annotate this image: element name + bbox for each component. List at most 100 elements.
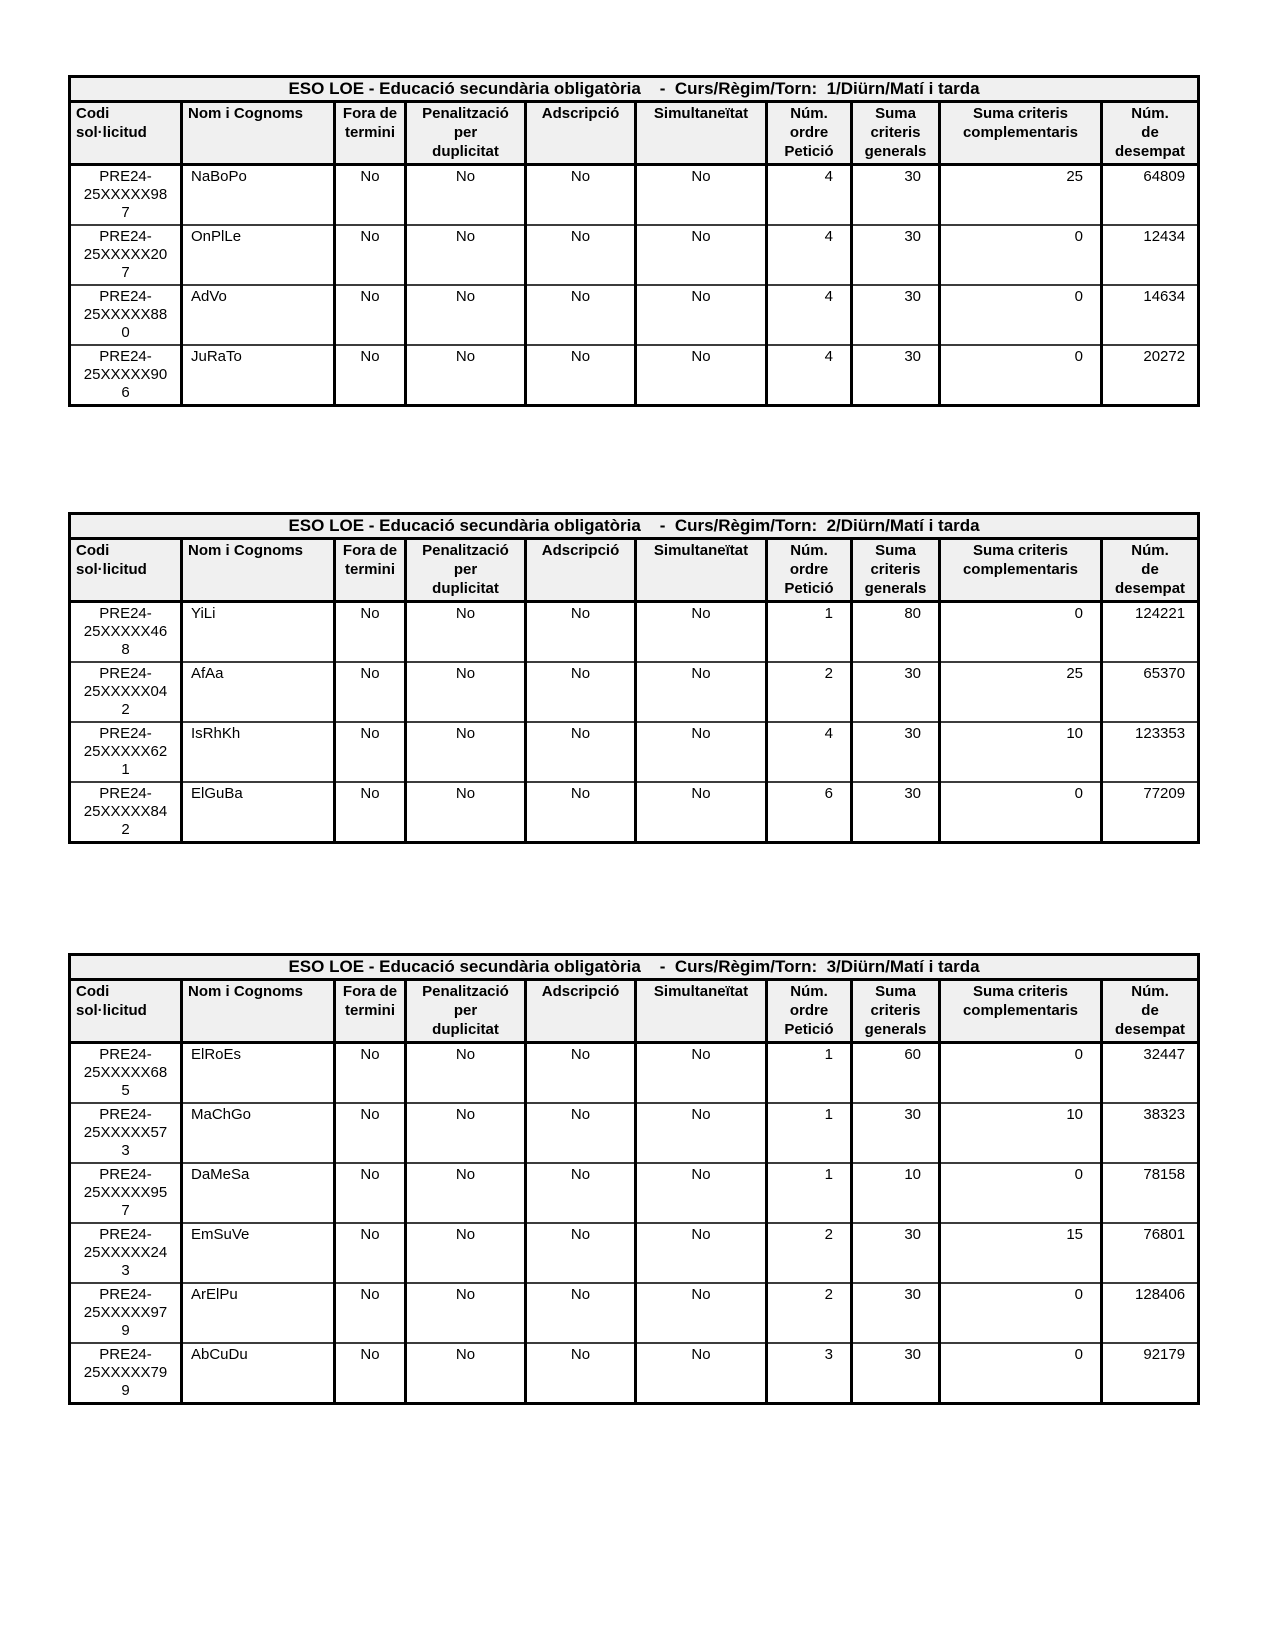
header-num-desempat: Núm. de desempat	[1099, 979, 1199, 1044]
cell-num-desempat: 77209	[1099, 782, 1199, 843]
cell-suma-criteris-complementaris: 0	[938, 285, 1102, 346]
cell-penalitzacio-duplicitat: No	[404, 1163, 526, 1224]
header-codi-sollicitud: Codi sol·licitud	[69, 101, 182, 166]
cell-suma-criteris-complementaris: 0	[938, 225, 1102, 286]
cell-nom-cognoms: AdVo	[180, 285, 335, 346]
header-suma-criteris-complementaris: Suma criteris complementaris	[938, 979, 1102, 1044]
cell-suma-criteris-generals: 30	[850, 1283, 940, 1344]
cell-num-desempat: 20272	[1099, 345, 1199, 406]
cell-adscripcio: No	[524, 1283, 636, 1344]
cell-num-desempat: 38323	[1099, 1103, 1199, 1164]
header-nom-cognoms: Nom i Cognoms	[180, 101, 335, 166]
header-suma-criteris-complementaris: Suma criteris complementaris	[938, 101, 1102, 166]
cell-penalitzacio-duplicitat: No	[404, 722, 526, 783]
cell-suma-criteris-complementaris: 0	[938, 1343, 1102, 1404]
cell-adscripcio: No	[524, 662, 636, 723]
cell-num-ordre-peticio: 6	[765, 782, 852, 843]
table-row: PRE24-25XXXXX685 ElRoEs No No No No 1 60 0 32447	[69, 1042, 1199, 1104]
cell-nom-cognoms: OnPlLe	[180, 225, 335, 286]
cell-penalitzacio-duplicitat: No	[404, 345, 526, 406]
header-fora-termini: Fora de termini	[333, 979, 406, 1044]
cell-penalitzacio-duplicitat: No	[404, 1103, 526, 1164]
cell-adscripcio: No	[524, 601, 636, 663]
cell-num-ordre-peticio: 4	[765, 164, 852, 226]
header-simultaneitat: Simultaneïtat	[634, 979, 767, 1044]
header-suma-criteris-generals: Suma criteris generals	[850, 538, 940, 603]
header-num-ordre-peticio: Núm. ordre Petició	[765, 538, 852, 603]
cell-suma-criteris-generals: 30	[850, 164, 940, 226]
cell-num-desempat: 128406	[1099, 1283, 1199, 1344]
table-row: PRE24-25XXXXX799 AbCuDu No No No No 3 30 0 92179	[69, 1343, 1199, 1404]
cell-num-desempat: 64809	[1099, 164, 1199, 226]
cell-penalitzacio-duplicitat: No	[404, 601, 526, 663]
cell-fora-termini: No	[333, 1103, 406, 1164]
cell-penalitzacio-duplicitat: No	[404, 164, 526, 226]
header-nom-cognoms: Nom i Cognoms	[180, 538, 335, 603]
cell-simultaneitat: No	[634, 1163, 767, 1224]
cell-suma-criteris-complementaris: 0	[938, 782, 1102, 843]
cell-simultaneitat: No	[634, 601, 767, 663]
header-nom-cognoms: Nom i Cognoms	[180, 979, 335, 1044]
cell-suma-criteris-generals: 30	[850, 285, 940, 346]
cell-fora-termini: No	[333, 225, 406, 286]
cell-suma-criteris-generals: 30	[850, 345, 940, 406]
cell-fora-termini: No	[333, 1042, 406, 1104]
cell-fora-termini: No	[333, 1283, 406, 1344]
results-table-1: ESO LOE - Educació secundària obligatòri…	[68, 75, 1201, 407]
header-penalitzacio-duplicitat: Penalització per duplicitat	[404, 979, 526, 1044]
cell-num-ordre-peticio: 4	[765, 285, 852, 346]
cell-simultaneitat: No	[634, 722, 767, 783]
cell-simultaneitat: No	[634, 1283, 767, 1344]
cell-simultaneitat: No	[634, 1343, 767, 1404]
cell-num-ordre-peticio: 1	[765, 1042, 852, 1104]
cell-codi-sollicitud: PRE24-25XXXXX468	[69, 601, 182, 663]
table-row: PRE24-25XXXXX573 MaChGo No No No No 1 30 10 38323	[69, 1103, 1199, 1164]
cell-codi-sollicitud: PRE24-25XXXXX979	[69, 1283, 182, 1344]
header-penalitzacio-duplicitat: Penalització per duplicitat	[404, 101, 526, 166]
header-fora-termini: Fora de termini	[333, 101, 406, 166]
cell-suma-criteris-complementaris: 25	[938, 662, 1102, 723]
cell-nom-cognoms: AfAa	[180, 662, 335, 723]
cell-num-desempat: 32447	[1099, 1042, 1199, 1104]
cell-fora-termini: No	[333, 1223, 406, 1284]
table-row: PRE24-25XXXXX906 JuRaTo No No No No 4 30 0 20272	[69, 345, 1199, 406]
cell-num-desempat: 78158	[1099, 1163, 1199, 1224]
cell-suma-criteris-complementaris: 0	[938, 601, 1102, 663]
cell-simultaneitat: No	[634, 285, 767, 346]
table-row: PRE24-25XXXXX842 ElGuBa No No No No 6 30 0 77209	[69, 782, 1199, 843]
cell-suma-criteris-complementaris: 10	[938, 1103, 1102, 1164]
cell-codi-sollicitud: PRE24-25XXXXX906	[69, 345, 182, 406]
cell-suma-criteris-complementaris: 0	[938, 1042, 1102, 1104]
cell-codi-sollicitud: PRE24-25XXXXX799	[69, 1343, 182, 1404]
cell-fora-termini: No	[333, 285, 406, 346]
cell-simultaneitat: No	[634, 662, 767, 723]
cell-nom-cognoms: MaChGo	[180, 1103, 335, 1164]
cell-nom-cognoms: ElRoEs	[180, 1042, 335, 1104]
table-row: PRE24-25XXXXX987 NaBoPo No No No No 4 30 25 64809	[69, 164, 1199, 226]
cell-suma-criteris-generals: 80	[850, 601, 940, 663]
table-row: PRE24-25XXXXX468 YiLi No No No No 1 80 0 124221	[69, 601, 1199, 663]
cell-num-ordre-peticio: 4	[765, 345, 852, 406]
header-simultaneitat: Simultaneïtat	[634, 538, 767, 603]
cell-num-ordre-peticio: 4	[765, 225, 852, 286]
cell-codi-sollicitud: PRE24-25XXXXX042	[69, 662, 182, 723]
cell-adscripcio: No	[524, 164, 636, 226]
cell-codi-sollicitud: PRE24-25XXXXX621	[69, 722, 182, 783]
cell-num-ordre-peticio: 2	[765, 1283, 852, 1344]
cell-num-desempat: 76801	[1099, 1223, 1199, 1284]
cell-adscripcio: No	[524, 1103, 636, 1164]
header-num-ordre-peticio: Núm. ordre Petició	[765, 979, 852, 1044]
results-table-2: ESO LOE - Educació secundària obligatòri…	[68, 512, 1201, 844]
cell-codi-sollicitud: PRE24-25XXXXX685	[69, 1042, 182, 1104]
cell-suma-criteris-generals: 30	[850, 225, 940, 286]
cell-suma-criteris-complementaris: 10	[938, 722, 1102, 783]
cell-simultaneitat: No	[634, 782, 767, 843]
cell-penalitzacio-duplicitat: No	[404, 1223, 526, 1284]
cell-suma-criteris-complementaris: 25	[938, 164, 1102, 226]
cell-fora-termini: No	[333, 1343, 406, 1404]
header-num-ordre-peticio: Núm. ordre Petició	[765, 101, 852, 166]
cell-adscripcio: No	[524, 345, 636, 406]
cell-codi-sollicitud: PRE24-25XXXXX573	[69, 1103, 182, 1164]
header-suma-criteris-generals: Suma criteris generals	[850, 101, 940, 166]
